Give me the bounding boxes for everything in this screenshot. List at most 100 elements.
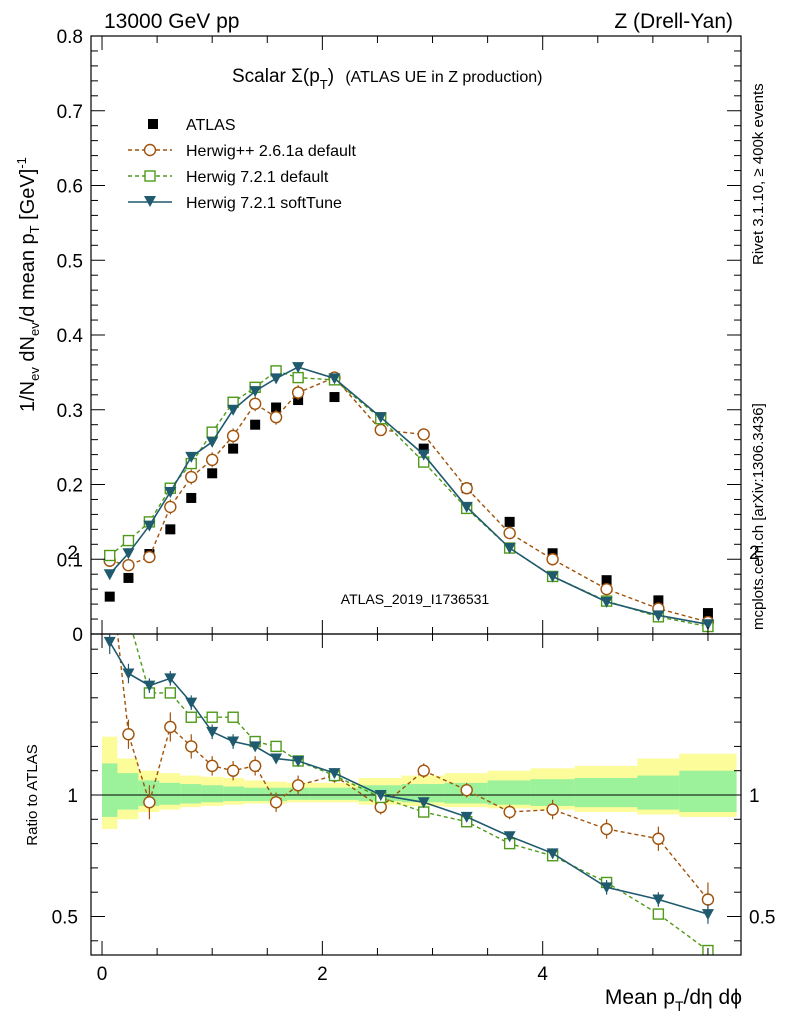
main-marks (103, 362, 715, 633)
herwigpp-point (600, 582, 613, 596)
softtune-point (143, 520, 156, 532)
herwigpp-point (269, 796, 283, 809)
softtune-point (374, 412, 387, 424)
softtune-point (270, 373, 283, 385)
ratio-tick-labels: 0.5 0.5 1 1 2 2 0 2 4 (52, 543, 776, 985)
softtune-point (546, 848, 559, 860)
ratio-bands (102, 736, 737, 830)
herwigpp-point (164, 720, 177, 734)
softtune-line (109, 366, 709, 626)
softtune-point (122, 548, 135, 560)
ratio-panel: 0.5 0.5 1 1 2 2 0 2 4 (52, 543, 776, 985)
softtune-point (143, 680, 156, 692)
herwigpp-point (143, 796, 156, 809)
softtune-point (600, 596, 613, 608)
softtune-point (374, 790, 387, 801)
herwigpp-point (417, 428, 430, 441)
softtune-point (292, 362, 305, 374)
softtune-point (292, 755, 305, 767)
herwig721-point (227, 711, 239, 723)
softtune-point (206, 726, 219, 738)
herwigpp-point (185, 470, 198, 484)
main-y-axis-label: 1/Nev dNev/d mean pT [GeV]-1 (14, 157, 42, 412)
herwigpp-point (546, 803, 559, 816)
softtune-point (206, 436, 219, 448)
legend: ATLAS Herwig++ 2.6.1a default Herwig 7.2… (128, 117, 356, 212)
softtune-point (103, 636, 116, 648)
atlas-point (329, 392, 340, 403)
herwigpp-point (269, 411, 283, 424)
softtune-point (460, 501, 473, 513)
softtune-point (600, 882, 613, 894)
legend-atlas-marker (148, 119, 158, 129)
herwigpp-point (205, 453, 219, 467)
ratio-y-tick-label-right: 0.5 (749, 908, 775, 929)
herwigpp-point (460, 783, 473, 797)
herwigpp-point (460, 482, 473, 495)
herwigpp-point (248, 397, 262, 410)
legend-herwigpp-label: Herwig++ 2.6.1a default (186, 143, 356, 160)
main-panel: 0 0.1 0.2 0.3 0.4 0.5 0.6 0.7 0.8 (57, 27, 742, 646)
ratio-y-tick-label-right: 1 (749, 786, 760, 807)
ratio-y-tick-label: 2 (67, 543, 78, 564)
herwig721-point (185, 711, 197, 723)
herwigpp-point (417, 764, 430, 777)
herwig721-point (652, 908, 665, 920)
softtune-point (460, 811, 473, 823)
softtune-point (185, 697, 198, 709)
ratio-green-band (637, 775, 680, 810)
softtune-point (701, 619, 714, 631)
ratio-y-tick-label-right: 2 (749, 543, 760, 564)
herwigpp-point (503, 526, 516, 540)
legend-herwig721-label: Herwig 7.2.1 default (186, 169, 329, 186)
atlas-point (653, 595, 664, 606)
softtune-point (546, 571, 559, 583)
main-y-tick-label: 0.4 (57, 326, 84, 347)
atlas-point (104, 591, 115, 602)
herwigpp-point (226, 429, 240, 443)
herwigpp-point (701, 893, 715, 906)
ratio-green-band (223, 786, 245, 802)
softtune-point (122, 668, 135, 680)
herwigpp-point (503, 805, 516, 819)
herwigpp-point (122, 728, 135, 741)
herwigpp-point (122, 559, 135, 572)
ratio-marks (103, 634, 715, 955)
herwigpp-point (374, 423, 387, 437)
ratio-green-band (401, 784, 445, 803)
ratio-y-tick-label: 0.5 (52, 908, 78, 929)
herwigpp-point (248, 759, 262, 773)
herwig721-line (109, 370, 709, 628)
legend-entry-atlas: ATLAS (148, 117, 236, 134)
softtune-point (164, 486, 177, 498)
atlas-point (123, 572, 134, 583)
x-axis-label: Mean pT/dη dϕ (605, 986, 742, 1014)
softtune-point (701, 909, 714, 921)
herwig721-point (206, 711, 218, 723)
plot-title-prefix: Scalar Σ(p (232, 66, 320, 87)
legend-atlas-label: ATLAS (186, 117, 236, 134)
legend-entry-softtune: Herwig 7.2.1 softTune (128, 195, 342, 212)
header-left-label: 13000 GeV pp (104, 10, 239, 33)
mcplots-label: mcplots.cern.ch [arXiv:1306.3436] (750, 403, 767, 630)
softtune-point (328, 373, 341, 385)
herwig721-point (164, 687, 177, 699)
main-y-tick-label: 0.2 (57, 476, 83, 497)
ratio-green-band (574, 777, 638, 808)
herwig721-point (122, 534, 135, 547)
main-y-tick-label: 0.7 (57, 102, 83, 123)
ratio-green-band (159, 782, 181, 805)
herwigpp-point (185, 740, 198, 753)
herwigpp-point (291, 779, 305, 792)
legend-entry-herwig721: Herwig 7.2.1 default (128, 169, 329, 186)
main-y-tick-label: 0.1 (57, 550, 83, 571)
ratio-green-band (180, 784, 202, 804)
atlas-point (702, 608, 713, 619)
herwigpp-point (143, 550, 156, 564)
ratio-series (103, 634, 715, 955)
ratio-y-axis-label: Ratio to ATLAS (24, 744, 41, 845)
x-tick-label: 2 (317, 964, 328, 985)
herwigpp-point (164, 500, 177, 514)
atlas-point (207, 468, 218, 479)
